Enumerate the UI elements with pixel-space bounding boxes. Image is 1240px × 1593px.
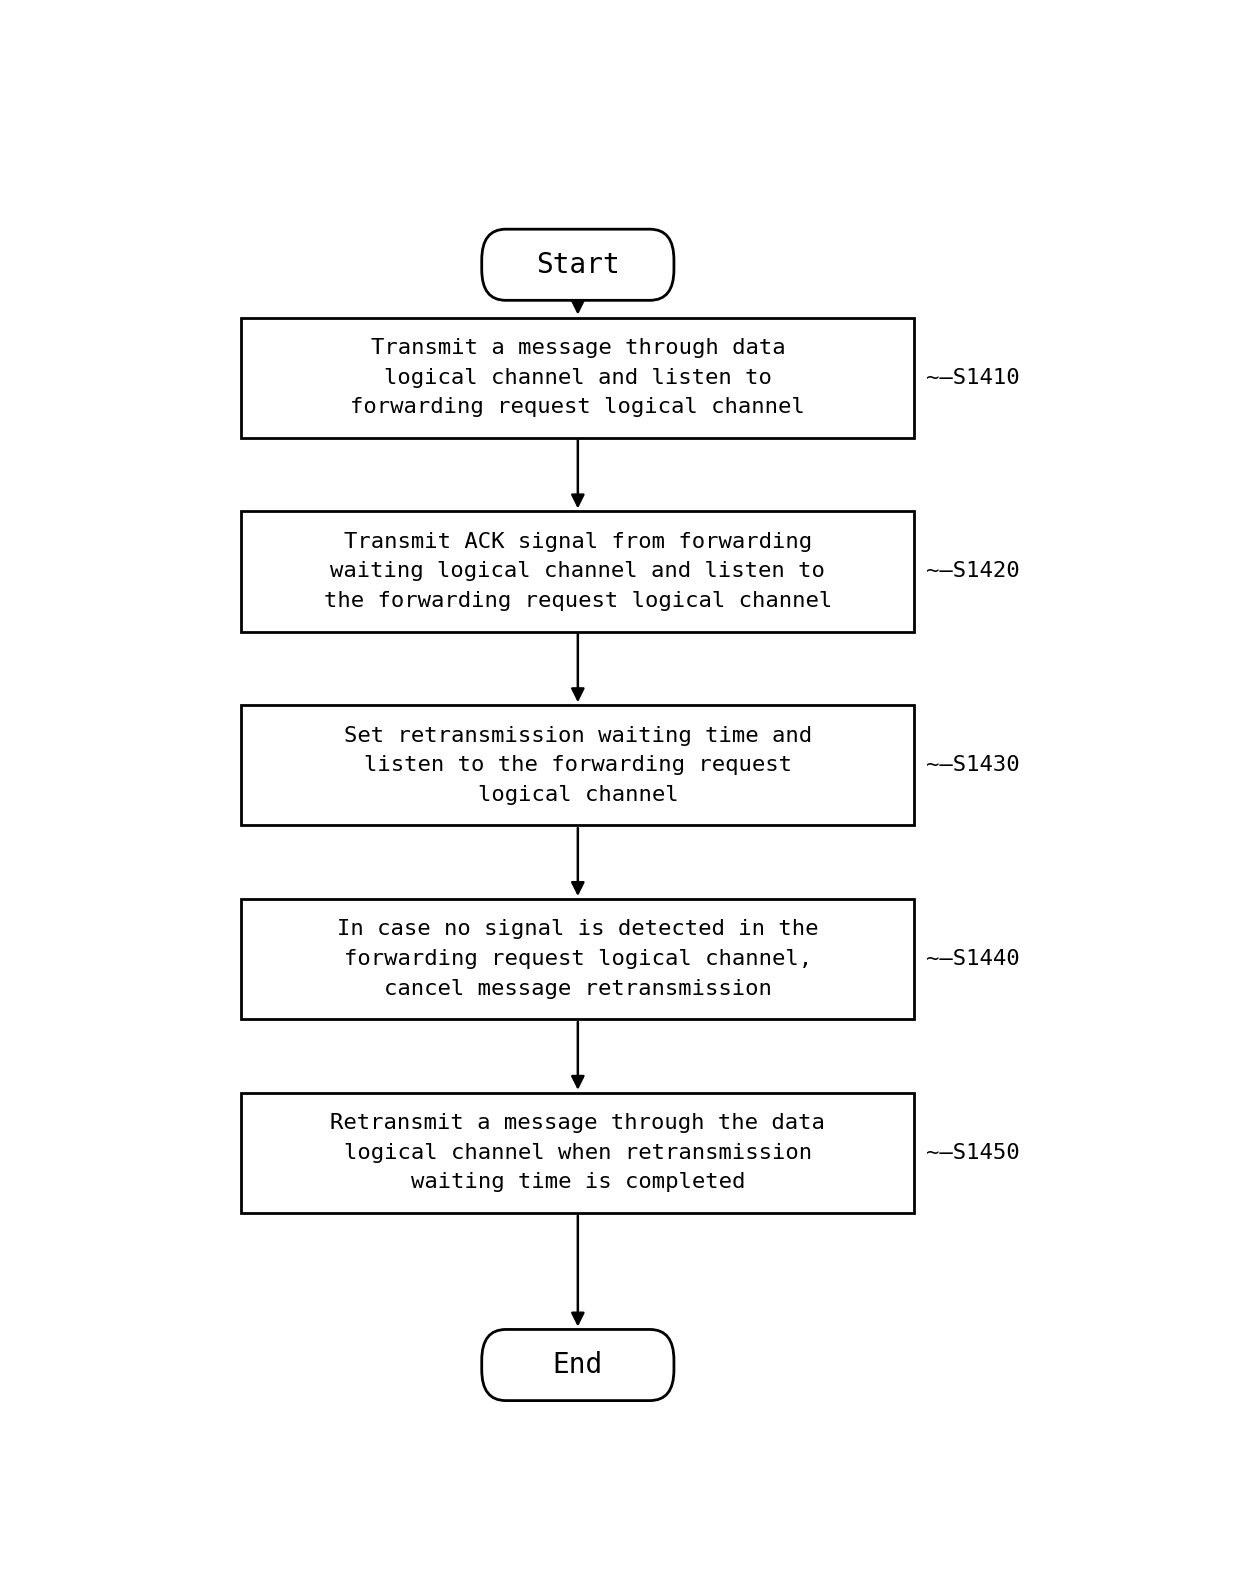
Text: Retransmit a message through the data
logical channel when retransmission
waitin: Retransmit a message through the data lo… bbox=[330, 1114, 826, 1193]
FancyBboxPatch shape bbox=[242, 511, 914, 631]
FancyBboxPatch shape bbox=[242, 1093, 914, 1212]
Text: ~—S1410: ~—S1410 bbox=[926, 368, 1019, 387]
FancyBboxPatch shape bbox=[242, 706, 914, 825]
Text: End: End bbox=[553, 1351, 603, 1380]
FancyBboxPatch shape bbox=[242, 898, 914, 1020]
Text: ~—S1430: ~—S1430 bbox=[926, 755, 1019, 776]
Text: ~—S1450: ~—S1450 bbox=[926, 1142, 1019, 1163]
FancyBboxPatch shape bbox=[481, 229, 675, 301]
FancyBboxPatch shape bbox=[242, 317, 914, 438]
Text: In case no signal is detected in the
forwarding request logical channel,
cancel : In case no signal is detected in the for… bbox=[337, 919, 818, 999]
Text: Start: Start bbox=[536, 250, 620, 279]
Text: ~—S1440: ~—S1440 bbox=[926, 949, 1019, 969]
Text: Transmit ACK signal from forwarding
waiting logical channel and listen to
the fo: Transmit ACK signal from forwarding wait… bbox=[324, 532, 832, 612]
Text: Transmit a message through data
logical channel and listen to
forwarding request: Transmit a message through data logical … bbox=[351, 338, 805, 417]
Text: Set retransmission waiting time and
listen to the forwarding request
logical cha: Set retransmission waiting time and list… bbox=[343, 726, 812, 804]
Text: ~—S1420: ~—S1420 bbox=[926, 561, 1019, 581]
FancyBboxPatch shape bbox=[481, 1330, 675, 1400]
